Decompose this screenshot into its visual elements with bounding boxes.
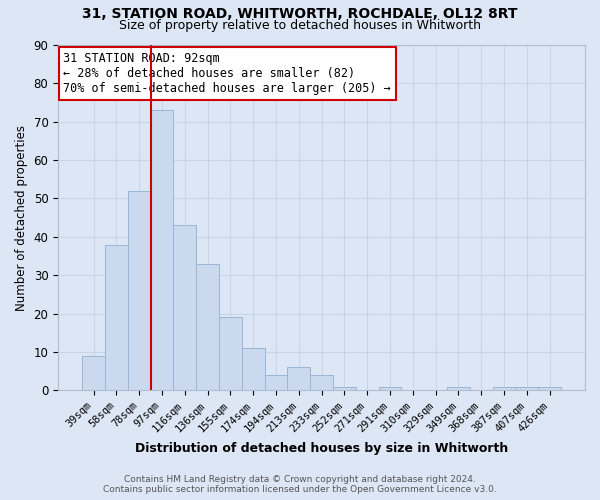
Bar	[219, 318, 242, 390]
Bar	[196, 264, 219, 390]
Text: Size of property relative to detached houses in Whitworth: Size of property relative to detached ho…	[119, 18, 481, 32]
Bar	[105, 244, 128, 390]
Bar	[310, 375, 333, 390]
Text: 31, STATION ROAD, WHITWORTH, ROCHDALE, OL12 8RT: 31, STATION ROAD, WHITWORTH, ROCHDALE, O…	[82, 8, 518, 22]
Text: Contains HM Land Registry data © Crown copyright and database right 2024.
Contai: Contains HM Land Registry data © Crown c…	[103, 474, 497, 494]
X-axis label: Distribution of detached houses by size in Whitworth: Distribution of detached houses by size …	[135, 442, 508, 455]
Bar	[447, 386, 470, 390]
Bar	[265, 375, 287, 390]
Bar	[82, 356, 105, 390]
Y-axis label: Number of detached properties: Number of detached properties	[15, 124, 28, 310]
Bar	[173, 226, 196, 390]
Bar	[333, 386, 356, 390]
Bar	[128, 191, 151, 390]
Bar	[493, 386, 515, 390]
Bar	[515, 386, 538, 390]
Bar	[287, 368, 310, 390]
Text: 31 STATION ROAD: 92sqm
← 28% of detached houses are smaller (82)
70% of semi-det: 31 STATION ROAD: 92sqm ← 28% of detached…	[64, 52, 391, 95]
Bar	[151, 110, 173, 390]
Bar	[538, 386, 561, 390]
Bar	[242, 348, 265, 391]
Bar	[379, 386, 401, 390]
